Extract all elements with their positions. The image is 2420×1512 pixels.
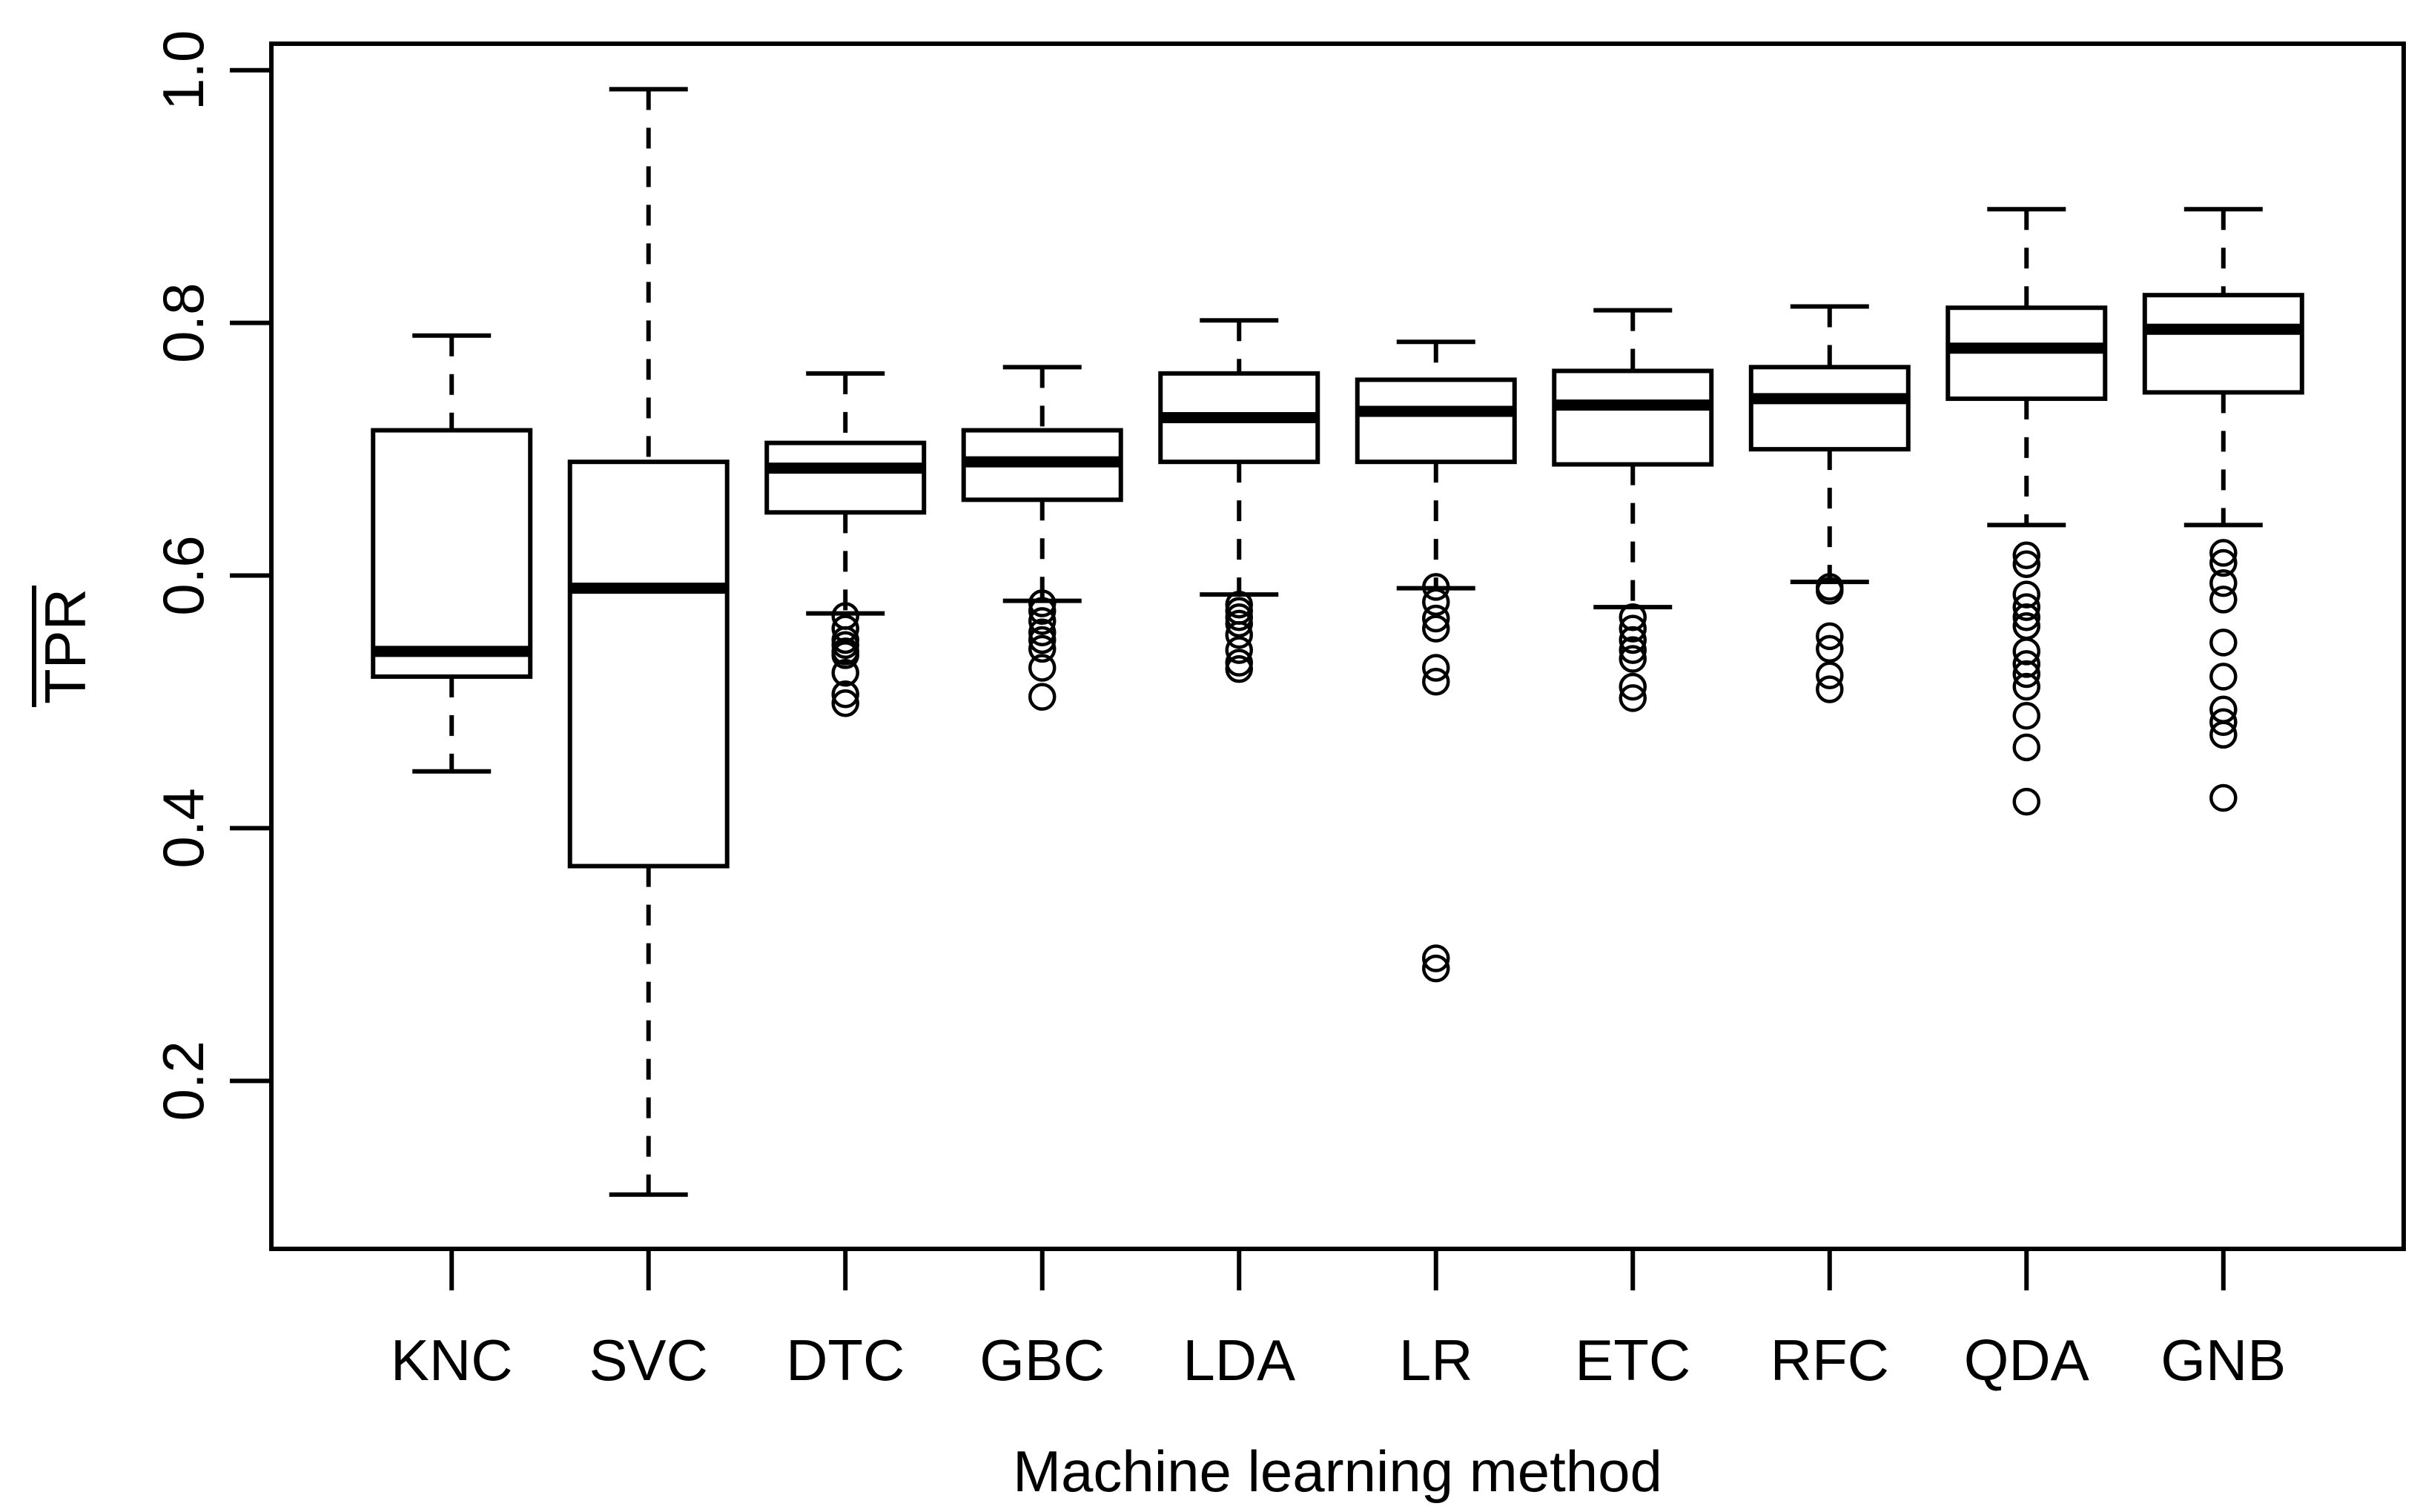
outlier-point [1422,954,1450,983]
outlier-point [2012,550,2041,578]
box-group-ETC [1552,308,1714,712]
iqr-box [1748,365,1911,452]
outlier-point [2209,548,2238,577]
outlier-point [1225,636,1253,664]
outlier-point [1816,661,1844,689]
outlier-point [1619,626,1647,654]
outlier-point [1422,944,1450,972]
box-group-GBC [961,365,1123,711]
x-axis-title: Machine learning method [1013,1439,1662,1504]
outlier-point [1028,597,1057,626]
outlier-point [1028,683,1057,711]
outlier-point [2209,720,2238,749]
outlier-point [1422,604,1450,633]
outlier-point [831,641,859,669]
outlier-point [1422,654,1450,682]
outlier-point [2012,701,2041,730]
iqr-box [1552,368,1714,467]
outlier-point [2209,586,2238,614]
outlier-point [1619,603,1647,631]
outlier-point [2012,637,2041,666]
x-tick-label-LDA: LDA [1183,1327,1295,1393]
outlier-point [1422,667,1450,696]
outlier-point [1422,614,1450,643]
outlier-point [2012,580,2041,609]
outlier-point [2012,650,2041,678]
iqr-box [567,460,730,869]
outlier-point [1816,577,1844,605]
y-tick-label-1.0: 1.0 [151,30,216,110]
x-tick-label-QDA: QDA [1964,1327,2089,1393]
outlier-point [2012,733,2041,762]
outlier-point [2012,660,2041,689]
y-tick-label-0.2: 0.2 [151,1041,216,1121]
box-group-QDA [1945,207,2108,816]
outlier-point [831,689,859,717]
outlier-point [2012,541,2041,570]
outlier-point [1422,573,1450,601]
outlier-point [1422,588,1450,617]
outlier-point [2209,663,2238,691]
plot-frame [269,42,2406,1251]
outlier-point [1225,620,1253,649]
x-tick-label-KNC: KNC [391,1327,513,1393]
outlier-point [831,614,859,643]
outlier-point [1816,634,1844,663]
x-tick-label-LR: LR [1399,1327,1473,1393]
x-tick-label-DTC: DTC [786,1327,905,1393]
box-group-LR [1355,339,1517,983]
outlier-point [2012,593,2041,621]
outlier-point [1028,607,1057,635]
x-axis: KNC SVC DTC GBC LDA LR ETC RFC QDA GNB [391,1249,2286,1393]
x-tick-label-SVC: SVC [589,1327,708,1393]
y-axis: 0.2 0.4 0.6 0.8 1.0 [151,30,271,1121]
outlier-point [1619,614,1647,643]
y-tick-label-0.4: 0.4 [151,788,216,868]
iqr-box [1355,377,1517,465]
x-tick-label-ETC: ETC [1575,1327,1690,1393]
iqr-box [764,440,927,515]
outlier-point [2209,708,2238,737]
box-group-LDA [1158,318,1320,683]
box-group-KNC [371,333,533,774]
outlier-point [2012,672,2041,701]
outlier-point [2209,629,2238,657]
outlier-point [1225,654,1253,683]
outlier-point [831,680,859,709]
outlier-point [1619,636,1647,664]
outlier-point [1028,589,1057,617]
x-tick-label-RFC: RFC [1771,1327,1889,1393]
x-tick-label-GNB: GNB [2161,1327,2286,1393]
outlier-point [1619,672,1647,701]
box-group-SVC [567,87,730,1197]
outlier-point [1028,626,1057,654]
outlier-point [1619,645,1647,673]
box-group-GNB [2142,207,2304,812]
outlier-point [1816,675,1844,703]
outlier-point [2209,539,2238,567]
outlier-point [1225,609,1253,638]
iqr-box [2142,293,2304,395]
outlier-point [831,659,859,687]
outlier-point [1028,654,1057,682]
y-axis-title: TPR [33,588,98,704]
outlier-point [1028,618,1057,647]
y-tick-label-0.6: 0.6 [151,535,216,615]
box-group-DTC [764,371,927,717]
box-group-RFC [1748,304,1911,703]
outlier-point [2209,569,2238,597]
iqr-box [371,428,533,679]
outlier-point [2209,783,2238,812]
x-tick-label-GBC: GBC [979,1327,1105,1393]
outlier-point [1619,684,1647,712]
outlier-point [2012,603,2041,631]
y-tick-label-0.8: 0.8 [151,282,216,362]
outlier-point [2012,787,2041,816]
outlier-point [1028,634,1057,663]
outlier-point [1816,622,1844,651]
